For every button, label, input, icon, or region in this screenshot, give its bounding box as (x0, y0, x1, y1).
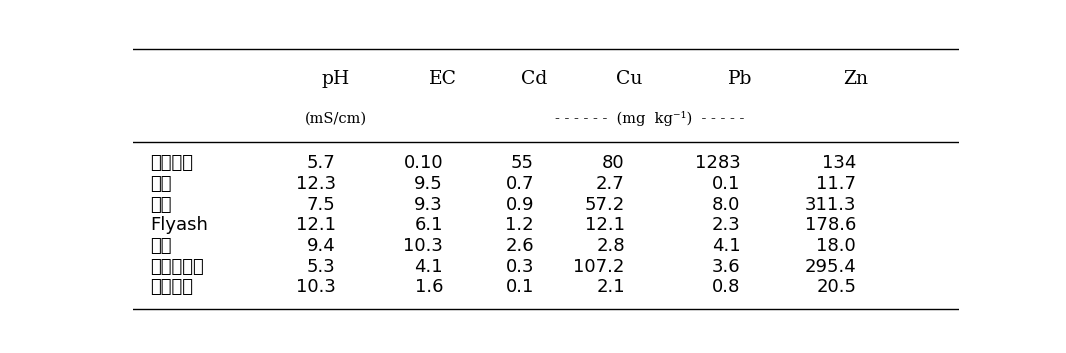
Text: 20.5: 20.5 (817, 278, 856, 296)
Text: 2.1: 2.1 (596, 278, 625, 296)
Text: Flyash: Flyash (149, 216, 208, 234)
Text: 0.8: 0.8 (712, 278, 741, 296)
Text: pH: pH (322, 70, 350, 88)
Text: 4.1: 4.1 (712, 237, 741, 255)
Text: 바이오차: 바이오차 (149, 278, 193, 296)
Text: (mS/cm): (mS/cm) (305, 112, 367, 125)
Text: 2.3: 2.3 (712, 216, 741, 234)
Text: 12.1: 12.1 (585, 216, 625, 234)
Text: 107.2: 107.2 (574, 258, 625, 276)
Text: 18.0: 18.0 (817, 237, 856, 255)
Text: 9.3: 9.3 (415, 196, 443, 214)
Text: 0.9: 0.9 (505, 196, 534, 214)
Text: 10.3: 10.3 (403, 237, 443, 255)
Text: 9.5: 9.5 (415, 175, 443, 193)
Text: - - - - - -  (mg  kg⁻¹)  - - - - -: - - - - - - (mg kg⁻¹) - - - - - (555, 111, 744, 126)
Text: 2.7: 2.7 (596, 175, 625, 193)
Text: Pb: Pb (728, 70, 753, 88)
Text: 12.1: 12.1 (295, 216, 336, 234)
Text: 311.3: 311.3 (805, 196, 856, 214)
Text: 6.1: 6.1 (415, 216, 443, 234)
Text: EC: EC (429, 70, 457, 88)
Text: 80: 80 (602, 154, 625, 172)
Text: 8.0: 8.0 (712, 196, 741, 214)
Text: 55: 55 (511, 154, 534, 172)
Text: 178.6: 178.6 (805, 216, 856, 234)
Text: Zn: Zn (843, 70, 869, 88)
Text: 12.3: 12.3 (295, 175, 336, 193)
Text: Cu: Cu (616, 70, 642, 88)
Text: 0.3: 0.3 (505, 258, 534, 276)
Text: 0.10: 0.10 (403, 154, 443, 172)
Text: 공시토양: 공시토양 (149, 154, 193, 172)
Text: 1283: 1283 (695, 154, 741, 172)
Text: 7.5: 7.5 (307, 196, 336, 214)
Text: 9.4: 9.4 (307, 237, 336, 255)
Text: 1.6: 1.6 (415, 278, 443, 296)
Text: 10.3: 10.3 (295, 278, 336, 296)
Text: 11.7: 11.7 (817, 175, 856, 193)
Text: 295.4: 295.4 (805, 258, 856, 276)
Text: 3.6: 3.6 (712, 258, 741, 276)
Text: 0.1: 0.1 (505, 278, 534, 296)
Text: 1.2: 1.2 (505, 216, 534, 234)
Text: 134: 134 (822, 154, 856, 172)
Text: Cd: Cd (521, 70, 547, 88)
Text: 0.7: 0.7 (505, 175, 534, 193)
Text: 석회: 석회 (149, 175, 172, 193)
Text: 0.1: 0.1 (712, 175, 741, 193)
Text: 2.6: 2.6 (505, 237, 534, 255)
Text: 5.3: 5.3 (307, 258, 336, 276)
Text: 퇴비: 퇴비 (149, 196, 172, 214)
Text: 석고: 석고 (149, 237, 172, 255)
Text: 2.8: 2.8 (596, 237, 625, 255)
Text: 5.7: 5.7 (307, 154, 336, 172)
Text: 폐버섯배지: 폐버섯배지 (149, 258, 204, 276)
Text: 4.1: 4.1 (415, 258, 443, 276)
Text: 57.2: 57.2 (584, 196, 625, 214)
